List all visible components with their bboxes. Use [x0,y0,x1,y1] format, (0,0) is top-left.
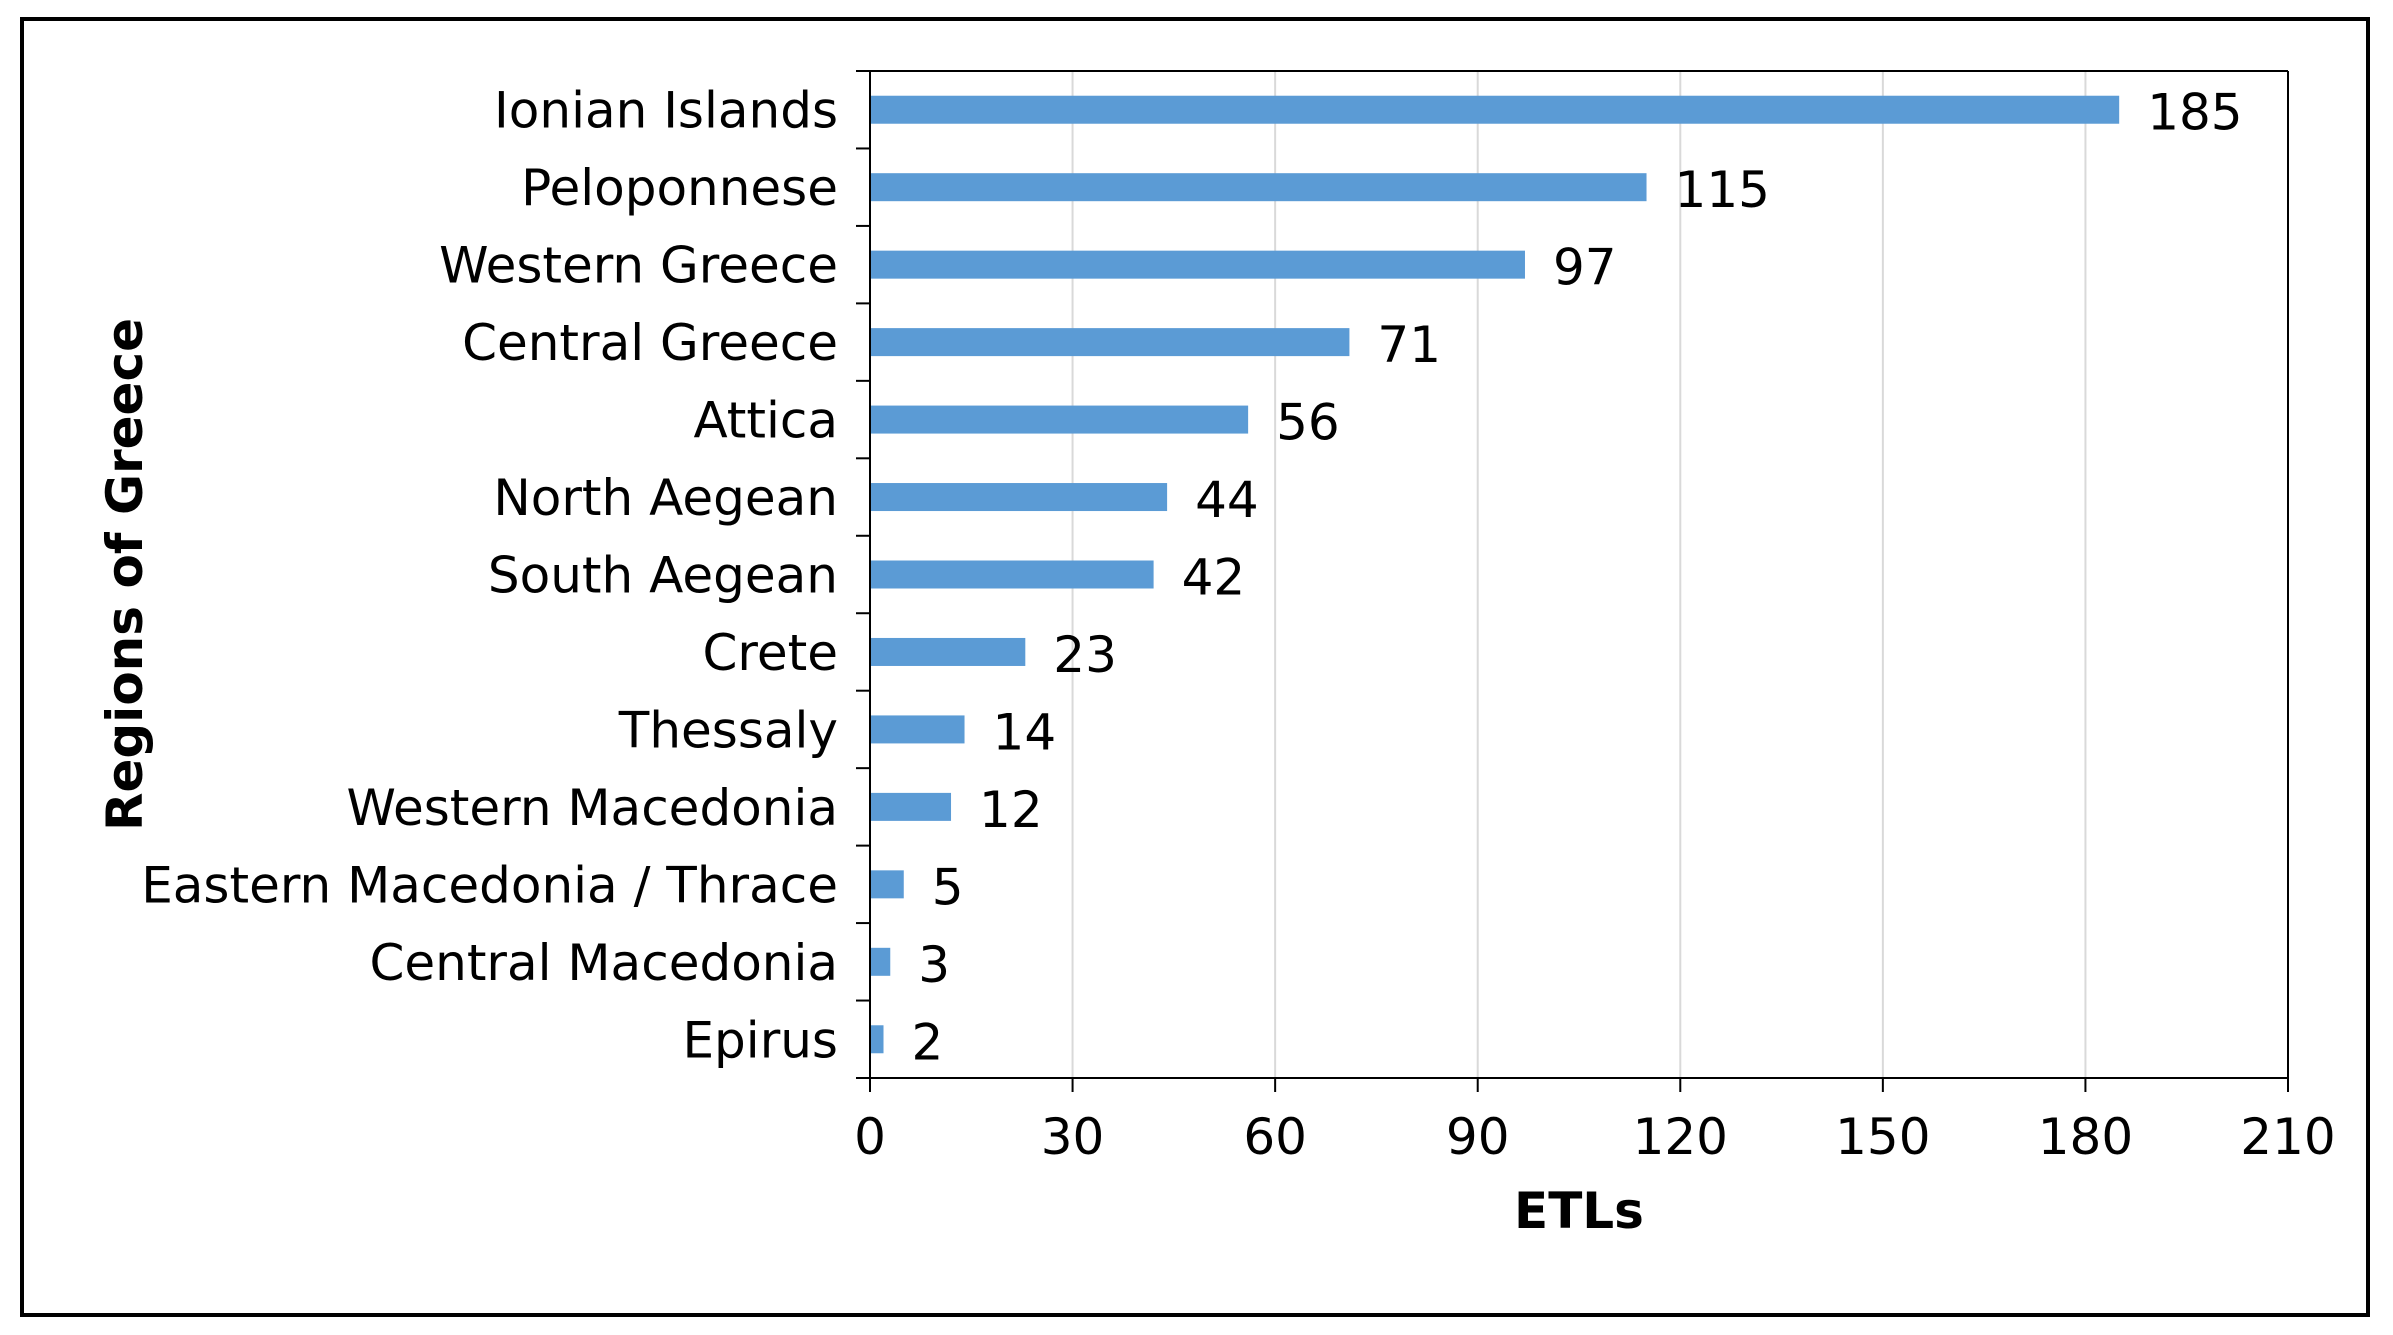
data-labels: 185 115 97 71 56 44 42 23 14 12 5 3 2 [912,84,2243,1072]
bar-2 [870,250,1525,279]
data-label-1: 115 [1675,161,1770,219]
data-label-2: 97 [1553,239,1617,297]
x-tick-label-7: 210 [2240,1108,2335,1166]
data-label-12: 2 [912,1013,944,1071]
bars [870,95,2120,1054]
category-label-6: South Aegean [488,547,838,605]
chart-frame: Ionian Islands Peloponnese Western Greece C… [20,17,2370,1317]
category-label-5: North Aegean [493,469,838,527]
axes [856,70,2289,1092]
bar-10 [870,870,904,899]
bar-11 [870,947,891,976]
category-label-12: Epirus [682,1011,838,1069]
category-label-8: Thessaly [618,701,838,759]
bar-3 [870,328,1350,357]
data-label-4: 56 [1276,394,1340,452]
data-label-11: 3 [918,936,950,994]
category-label-9: Western Macedonia [346,779,838,837]
data-label-10: 5 [932,858,964,916]
data-label-3: 71 [1377,316,1441,374]
data-label-8: 14 [993,703,1057,761]
category-label-4: Attica [693,392,838,450]
bar-0 [870,95,2120,124]
data-label-9: 12 [979,781,1043,839]
bar-1 [870,173,1647,202]
bar-8 [870,715,965,744]
x-tick-label-3: 90 [1446,1108,1510,1166]
bar-6 [870,560,1154,589]
bar-4 [870,405,1249,434]
category-label-3: Central Greece [462,314,838,372]
x-tick-label-4: 120 [1633,1108,1728,1166]
bar-9 [870,792,952,821]
bar-12 [870,1025,884,1054]
category-label-10: Eastern Macedonia / Thrace [141,856,838,914]
x-tick-label-1: 30 [1041,1108,1105,1166]
data-label-7: 23 [1053,626,1117,684]
gridlines [1071,71,2289,1078]
category-label-1: Peloponnese [521,159,838,217]
x-tick-label-6: 180 [2038,1108,2133,1166]
y-axis-title: Regions of Greece [96,318,154,831]
category-label-11: Central Macedonia [369,934,838,992]
category-labels: Ionian Islands Peloponnese Western Greece C… [141,82,838,1070]
category-label-7: Crete [703,624,839,682]
bar-chart: Ionian Islands Peloponnese Western Greece C… [96,70,2336,1240]
category-label-0: Ionian Islands [494,82,838,140]
x-axis-title: ETLs [1514,1182,1644,1240]
x-tick-label-0: 0 [854,1108,886,1166]
tick-labels: 0 30 60 90 120 150 180 210 [854,1108,2336,1166]
data-label-5: 44 [1195,471,1259,529]
x-tick-label-5: 150 [1835,1108,1930,1166]
bar-5 [870,483,1168,512]
category-label-2: Western Greece [439,237,838,295]
bar-7 [870,637,1026,666]
x-tick-label-2: 60 [1243,1108,1307,1166]
data-label-0: 185 [2147,84,2242,142]
data-label-6: 42 [1182,549,1246,607]
